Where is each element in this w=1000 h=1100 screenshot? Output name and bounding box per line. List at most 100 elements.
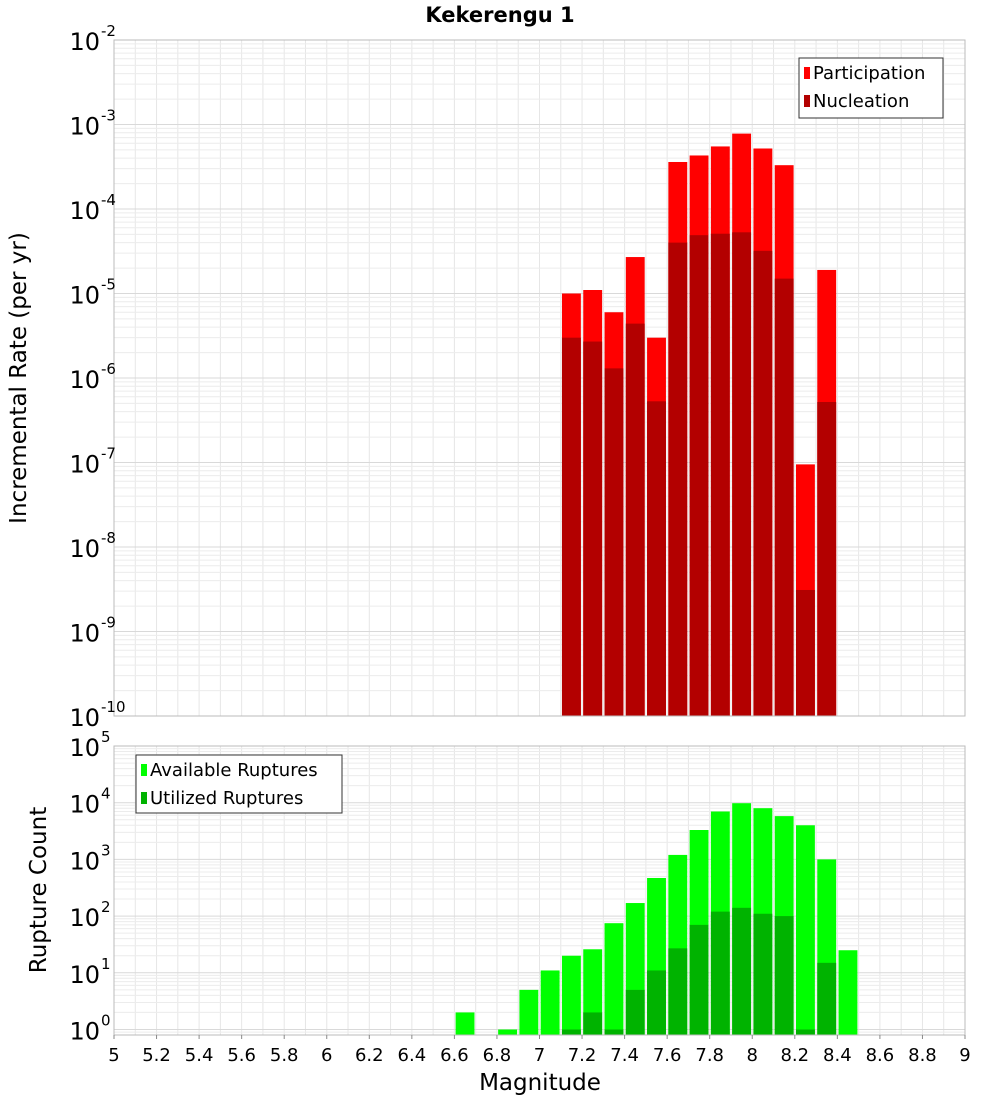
top-y-tick-label: 10 — [69, 620, 100, 648]
bottom-bar-available-ruptures — [604, 923, 624, 1035]
bottom-x-tick-label: 5.4 — [185, 1045, 214, 1066]
top-y-tick-label: 10 — [69, 197, 100, 225]
bottom-bar-utilized-ruptures — [561, 1029, 581, 1035]
bottom-x-tick-label: 8.6 — [866, 1045, 895, 1066]
top-y-tick-label: 10 — [69, 282, 100, 310]
top-y-tick-label: 10 — [69, 28, 100, 56]
bottom-x-tick-label: 8.4 — [823, 1045, 852, 1066]
bottom-bar-available-ruptures — [498, 1029, 518, 1035]
bottom-y-tick-exponent: 0 — [101, 1012, 111, 1030]
bottom-x-tick-label: 7.4 — [610, 1045, 639, 1066]
bottom-bar-available-ruptures — [519, 989, 539, 1035]
top-bar-nucleation — [625, 323, 645, 716]
bottom-x-tick-label: 8.2 — [780, 1045, 809, 1066]
bottom-bar-utilized-ruptures — [753, 913, 773, 1035]
bottom-y-tick-exponent: 2 — [101, 898, 111, 916]
top-legend-label: Participation — [813, 63, 925, 84]
bottom-bar-available-ruptures — [561, 955, 581, 1035]
bottom-x-tick-label: 7 — [534, 1045, 545, 1066]
bottom-y-tick-exponent: 4 — [101, 785, 111, 803]
top-y-tick-exponent: -5 — [101, 276, 116, 294]
top-y-tick-exponent: -3 — [101, 107, 116, 125]
bottom-bar-available-ruptures — [540, 970, 560, 1035]
top-bar-nucleation — [561, 337, 581, 716]
top-y-tick-exponent: -10 — [101, 698, 126, 716]
bottom-bar-utilized-ruptures — [817, 962, 837, 1035]
bottom-x-tick-label: 6.6 — [440, 1045, 469, 1066]
top-y-tick-exponent: -8 — [101, 529, 116, 547]
bottom-bar-utilized-ruptures — [668, 948, 688, 1035]
chart-title: Kekerengu 1 — [425, 3, 574, 27]
bottom-x-tick-label: 6.4 — [398, 1045, 427, 1066]
top-y-tick-exponent: -9 — [101, 614, 116, 632]
bottom-x-tick-label: 6.2 — [355, 1045, 384, 1066]
top-y-tick-label: 10 — [69, 704, 100, 732]
bottom-bar-utilized-ruptures — [689, 924, 709, 1035]
top-legend-swatch — [804, 67, 810, 79]
bottom-legend-label: Utilized Ruptures — [150, 788, 303, 809]
bottom-bar-available-ruptures — [796, 825, 815, 1035]
bottom-legend-swatch — [141, 792, 147, 804]
bottom-x-tick-label: 8 — [747, 1045, 758, 1066]
bottom-bar-utilized-ruptures — [583, 1012, 603, 1035]
bottom-bar-utilized-ruptures — [647, 970, 666, 1035]
bottom-bar-utilized-ruptures — [774, 916, 794, 1035]
top-bar-nucleation — [689, 235, 709, 716]
bottom-y-tick-exponent: 5 — [101, 728, 111, 746]
bottom-bar-utilized-ruptures — [625, 989, 645, 1035]
bottom-x-tick-label: 7.2 — [568, 1045, 597, 1066]
top-legend-label: Nucleation — [813, 91, 909, 112]
top-y-tick-exponent: -4 — [101, 191, 116, 209]
bottom-x-tick-label: 5.2 — [142, 1045, 171, 1066]
bottom-x-tick-label: 6.8 — [483, 1045, 512, 1066]
bottom-bar-available-ruptures — [838, 950, 858, 1035]
bottom-x-tick-label: 9 — [959, 1045, 970, 1066]
bottom-x-tick-label: 5.6 — [227, 1045, 256, 1066]
bottom-y-axis-label: Rupture Count — [26, 807, 52, 973]
top-y-axis-label: Incremental Rate (per yr) — [6, 232, 32, 524]
bottom-x-tick-label: 7.6 — [653, 1045, 682, 1066]
bottom-legend-swatch — [141, 764, 147, 776]
top-bar-nucleation — [796, 589, 815, 716]
top-y-tick-exponent: -6 — [101, 360, 116, 378]
top-bar-nucleation — [647, 401, 666, 716]
top-bar-nucleation — [710, 233, 730, 716]
bottom-x-tick-label: 6 — [321, 1045, 332, 1066]
top-bar-nucleation — [732, 232, 752, 716]
bottom-chart: 10 010 110 210 310 410 55 5.2 5.4 5.6 5.8 6 6.2 6.4 6.… — [69, 728, 970, 1066]
bottom-x-tick-label: 5 — [108, 1045, 119, 1066]
top-bar-nucleation — [817, 401, 837, 716]
top-y-tick-label: 10 — [69, 366, 100, 394]
top-bar-nucleation — [604, 368, 624, 716]
bottom-bar-available-ruptures — [455, 1012, 475, 1035]
bottom-bar-utilized-ruptures — [732, 907, 752, 1035]
top-y-tick-label: 10 — [69, 113, 100, 141]
bottom-y-tick-label: 10 — [69, 961, 100, 989]
top-y-tick-exponent: -7 — [101, 445, 116, 463]
bottom-bar-utilized-ruptures — [710, 911, 730, 1035]
top-y-tick-label: 10 — [69, 535, 100, 563]
top-bar-nucleation — [753, 250, 773, 716]
bottom-y-tick-label: 10 — [69, 791, 100, 819]
bottom-y-tick-label: 10 — [69, 904, 100, 932]
top-bar-nucleation — [583, 341, 603, 716]
top-legend — [798, 57, 944, 119]
bottom-y-tick-exponent: 3 — [101, 841, 111, 859]
top-bar-nucleation — [668, 242, 688, 717]
bottom-y-tick-label: 10 — [69, 847, 100, 875]
x-axis-label: Magnitude — [479, 1070, 601, 1096]
bottom-x-tick-label: 8.8 — [908, 1045, 937, 1066]
top-legend-swatch — [804, 95, 810, 107]
bottom-y-tick-label: 10 — [69, 1018, 100, 1046]
bottom-y-tick-label: 10 — [69, 734, 100, 762]
bottom-legend — [135, 754, 343, 814]
top-bar-nucleation — [774, 278, 794, 716]
bottom-x-tick-label: 7.8 — [695, 1045, 724, 1066]
top-y-tick-label: 10 — [69, 451, 100, 479]
bottom-bar-utilized-ruptures — [796, 1029, 815, 1035]
bottom-x-tick-label: 5.8 — [270, 1045, 299, 1066]
top-plot-border — [113, 39, 966, 717]
bottom-legend-label: Available Ruptures — [150, 760, 318, 781]
